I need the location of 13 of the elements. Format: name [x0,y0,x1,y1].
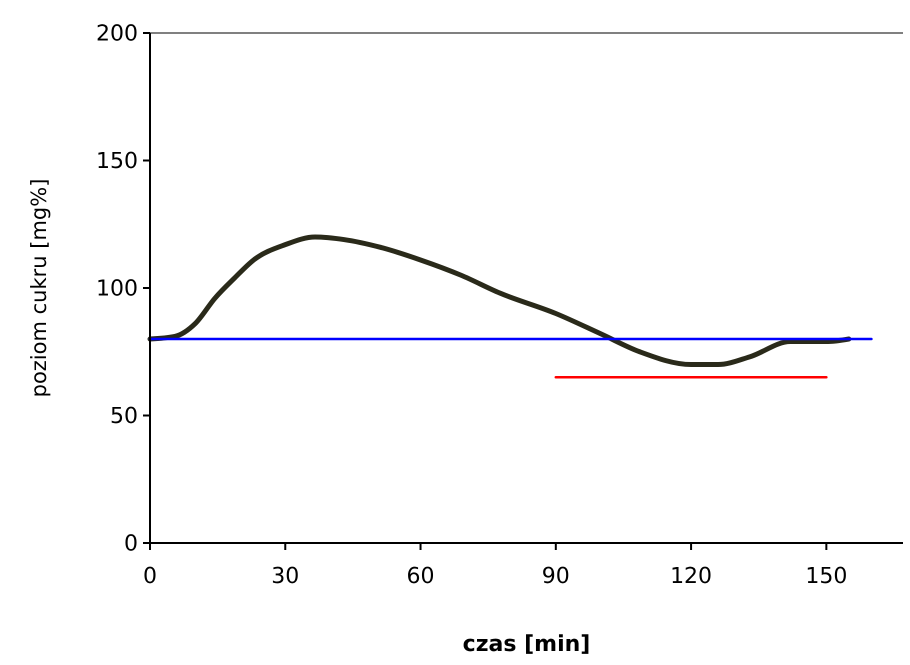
x-tick-label: 60 [406,564,435,589]
x-tick-label: 120 [670,564,712,589]
y-axis-title: poziom cukru [mg%] [27,178,51,398]
y-tick-label: 50 [110,404,138,430]
x-tick-label: 30 [271,564,300,589]
x-axis-title: czas [min] [462,632,590,657]
y-tick-label: 100 [96,276,138,302]
y-tick-label: 0 [124,532,138,557]
x-tick-label: 0 [143,564,157,589]
x-tick-label: 90 [542,564,570,589]
x-tick-label: 150 [805,564,848,589]
y-tick-label: 200 [96,22,138,47]
y-tick-label: 150 [96,149,138,174]
